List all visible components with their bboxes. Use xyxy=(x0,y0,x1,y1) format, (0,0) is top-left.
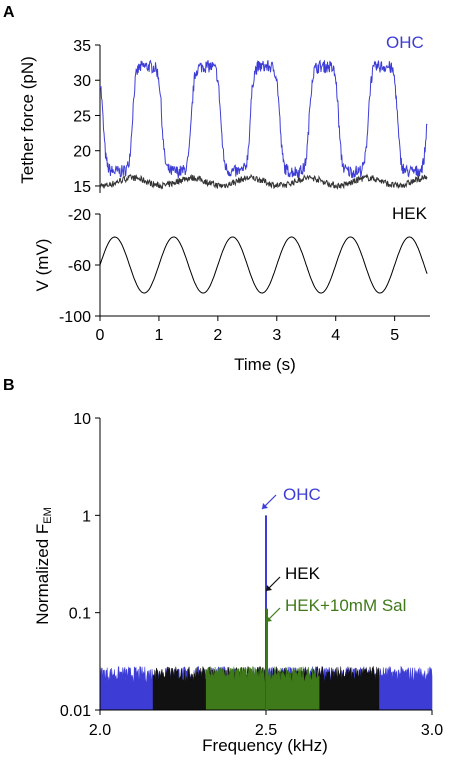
spectrum-y-label-sub: EM xyxy=(42,507,54,524)
tether-force-y-label: Tether force (pN) xyxy=(18,56,37,184)
time-x-tick-label: 1 xyxy=(154,327,163,344)
time-x-label: Time (s) xyxy=(234,355,296,374)
spectrum-y-label: Normalized FEM xyxy=(33,507,54,625)
voltage-plot: -20 -60 -100 0 1 2 3 4 5 HEK V (mV) Time (s) xyxy=(33,204,430,374)
hek-annotation-text: HEK xyxy=(285,564,321,583)
spectrum-y-tick-label: 10 xyxy=(73,411,91,428)
hek-label: HEK xyxy=(392,204,428,223)
ohc-force-trace xyxy=(99,59,428,179)
force-y-tick-label: 35 xyxy=(73,38,91,55)
force-y-tick-label: 20 xyxy=(73,144,91,161)
sal-annotation-text: HEK+10mM Sal xyxy=(285,596,406,615)
time-x-tick-label: 5 xyxy=(390,327,399,344)
sal-annotation: HEK+10mM Sal xyxy=(265,596,406,623)
ohc-annotation-text: OHC xyxy=(283,485,321,504)
spectrum-x-label: Frequency (kHz) xyxy=(202,736,328,755)
spectrum-x-tick-label: 2.0 xyxy=(89,722,111,739)
spectrum-y-tick-label: 0.1 xyxy=(69,606,91,623)
voltage-axes xyxy=(99,214,430,317)
spectrum-x-tick-label: 2.5 xyxy=(255,722,277,739)
ohc-label: OHC xyxy=(386,33,424,52)
spectrum-plot: 0.01 0.1 1 10 2.0 2.5 3.0 OHC HEK HEK+10mM Sa… xyxy=(33,411,443,755)
time-x-tick-label: 0 xyxy=(96,327,105,344)
hek-voltage-trace xyxy=(99,236,428,294)
spectrum-x-tick-label: 3.0 xyxy=(421,722,443,739)
spectrum-y-tick-label: 0.01 xyxy=(60,703,91,720)
ohc-annotation: OHC xyxy=(261,485,321,510)
voltage-y-tick-label: -100 xyxy=(59,309,91,326)
hek-annotation: HEK xyxy=(265,564,321,592)
time-x-tick-label: 2 xyxy=(213,327,222,344)
panel-label-a: A xyxy=(3,4,15,21)
tether-force-plot: 15 20 25 30 35 OHC Tether force (pN) xyxy=(18,33,428,196)
voltage-y-label: V (mV) xyxy=(33,239,52,292)
panel-label-b: B xyxy=(3,377,15,394)
spectrum-y-label-main: Normalized F xyxy=(33,524,52,625)
voltage-y-tick-label: -20 xyxy=(68,207,91,224)
time-x-tick-label: 3 xyxy=(272,327,281,344)
force-y-tick-label: 30 xyxy=(73,73,91,90)
sal-noise-floor xyxy=(205,666,320,711)
force-y-tick-label: 15 xyxy=(73,179,91,196)
force-y-tick-label: 25 xyxy=(73,108,91,125)
spectrum-y-tick-label: 1 xyxy=(82,508,91,525)
voltage-y-tick-label: -60 xyxy=(68,258,91,275)
hek-force-trace xyxy=(99,173,428,190)
time-x-tick-label: 4 xyxy=(331,327,340,344)
